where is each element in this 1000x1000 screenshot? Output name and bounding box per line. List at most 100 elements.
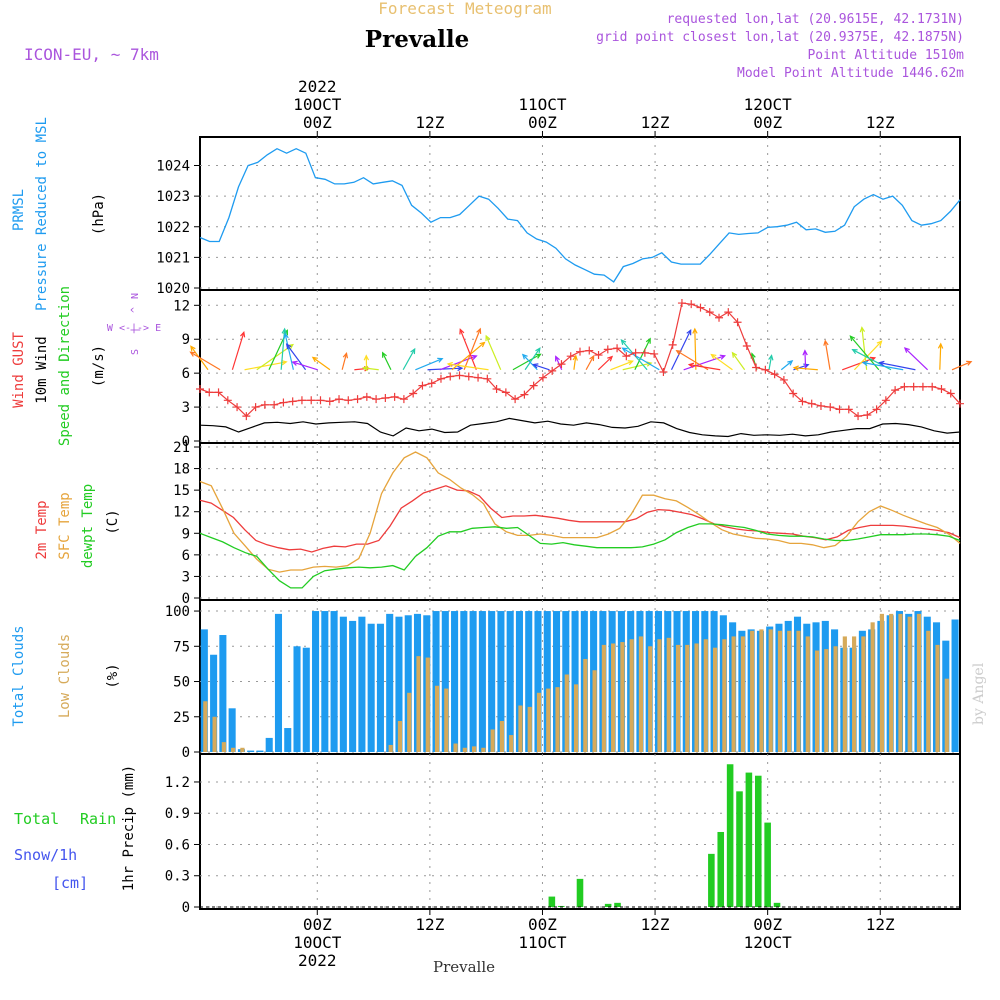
wind-arrow-head [521,353,528,360]
wind-arrow [585,355,595,371]
wind-gust-marker [659,368,668,377]
wind-arrow [447,363,489,371]
low-cloud-bar [861,636,866,752]
wind-gust-marker [733,318,742,327]
wind-arrow-head [851,349,858,355]
wind-arrow [794,367,818,371]
wind-arrow [341,353,348,370]
model-label: ICON-EU, ~ 7km [24,45,159,64]
wind-gust-marker [807,399,816,408]
wind-arrow [284,333,294,370]
total-cloud-bar [451,611,459,752]
temperature-ytick-label: 21 [173,440,190,456]
precip-ytick-label: 0 [182,900,190,916]
precip-axis-label: 1hr Precip (mm) [121,765,137,891]
pressure-unit-label: (hPa) [91,193,107,235]
total-cloud-bar [256,750,264,752]
wind-gust-marker [742,342,751,351]
total-cloud-bar [200,629,208,752]
compass-we-label: W <-|-> E [107,323,161,334]
wind-gust-marker [909,382,918,391]
clouds-ytick-label: 50 [173,675,190,691]
wind-arrow [439,355,477,371]
total-cloud-bar [219,635,227,752]
low-cloud-bar [842,636,847,752]
wind-arrow-head [291,360,298,366]
precip-bar [717,831,725,907]
wind-gust-marker [548,366,557,375]
wind-gust-marker [353,395,362,404]
wind-arrow-head [966,360,973,366]
low-cloud-bar [870,622,875,752]
wind-arrow-head [342,351,349,359]
wind-direction-arrows [189,326,973,372]
low-cloud-bar [434,685,440,752]
wind-arrow [524,347,541,371]
total-cloud-bar [515,611,523,752]
wind-arrow [555,356,563,371]
wind-gust-marker [585,346,594,355]
temperature-ytick-label: 3 [182,569,190,585]
precip-frame [199,753,961,910]
pressure-panel-labels: PRMSL Pressure Reduced to MSL (hPa) [11,117,107,311]
wind-arrow-head [572,354,578,361]
snow-unit-label: [cm] [52,874,88,892]
total-cloud-bar [358,616,366,752]
wind-arrow [670,329,692,371]
wind-gust-marker [789,389,798,398]
wind-arrow-head [459,328,465,335]
wind-gust-marker [242,412,251,421]
snow-label: Snow/1h [14,846,77,864]
wind-arrow [463,328,481,370]
wind-gust-marker [436,374,445,383]
wind-gust-marker [696,303,705,312]
bottom-date-label: 10OCT [293,933,342,952]
temperature-ytick-label: 12 [173,505,190,521]
wind-gust-marker [816,401,825,410]
precip-bar [736,791,743,907]
temperature-ytick-label: 15 [173,483,190,499]
wind-gust-marker [650,349,659,358]
low-cloud-bar [397,720,403,752]
low-cloud-bar [805,636,810,752]
wind-arrow [573,355,577,370]
bottom-date-label: 11OCT [518,933,567,952]
temp-2m-label: 2m Temp [34,500,50,559]
low-cloud-bar [824,649,829,752]
wind-arrow [231,332,245,370]
wind-arrow [382,352,392,371]
wind-arrow [190,351,221,371]
temperature-ytick-label: 6 [182,548,190,564]
temp-dewpt-label: dewpt Temp [80,484,96,568]
wind-gust-marker [483,374,492,383]
low-cloud-bar [750,630,755,752]
wind-arrow [683,355,725,371]
wind-arrow-head [281,360,288,366]
wind-arrow-head [479,341,486,348]
pressure-ytick-label: 1022 [156,220,190,236]
wind-arrow [732,352,746,371]
wind-arrow-head [692,327,698,334]
temperature-ytick-label: 0 [182,591,190,607]
top-date-label: 10OCT [293,95,342,114]
wind-arrow-head [476,327,482,334]
precip-bar [773,902,781,907]
wind-gust-marker [205,388,214,397]
compass-bar: | [130,327,141,333]
wind-arrow [780,360,793,371]
wind-arrow-head [802,349,808,356]
total-cloud-bar [376,623,384,752]
wind-gust-marker [863,410,872,419]
bottom-hour-label: 12Z [641,915,670,934]
wind-gust-marker [270,400,279,409]
low-cloud-bar [944,678,949,752]
low-cloud-bar [852,636,857,752]
wind-arrow-head [937,342,944,349]
bottom-hour-label: 00Z [303,915,332,934]
low-cloud-bar [926,630,931,752]
wind-ytick-label: 9 [182,332,190,348]
wind-frame [199,289,961,444]
total-cloud-bar [339,616,347,752]
wind-arrow-head [281,327,287,334]
wind-arrow [459,329,477,370]
